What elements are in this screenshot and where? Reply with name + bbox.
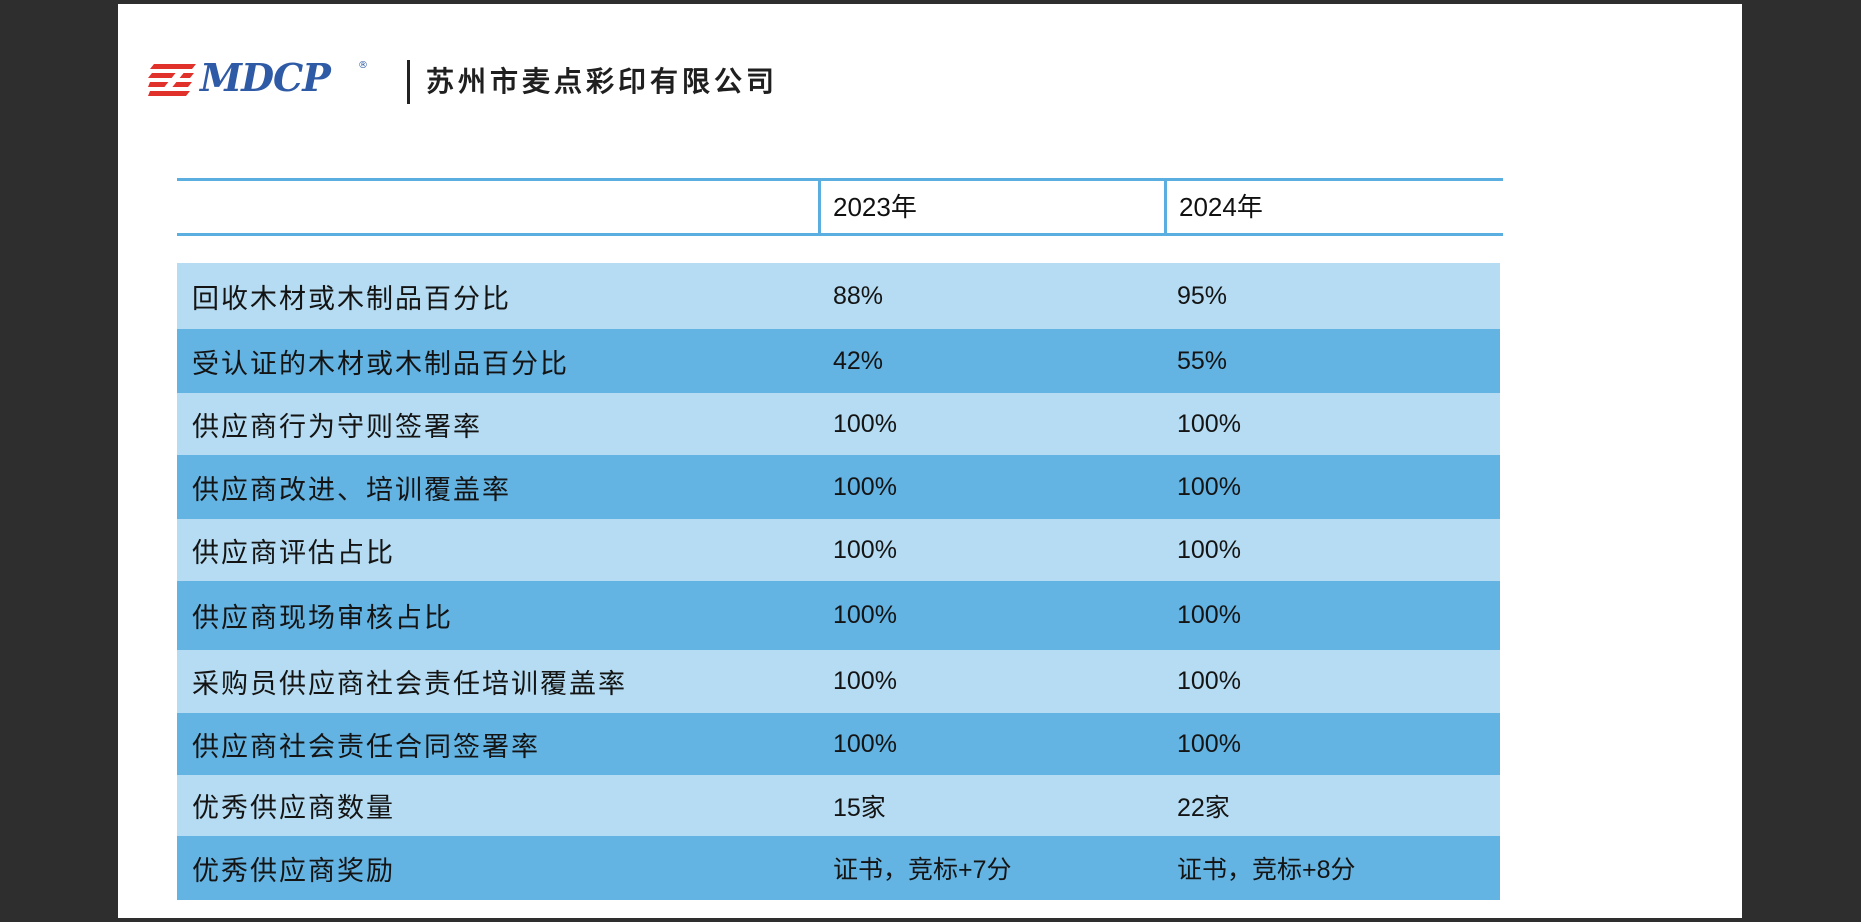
- logo-wordmark: MDCP: [200, 55, 331, 100]
- value-2024: 55%: [1177, 346, 1228, 375]
- company-name: 苏州市麦点彩印有限公司: [426, 65, 779, 98]
- value-2023: 100%: [833, 535, 897, 564]
- header-divider: [407, 60, 410, 104]
- value-2024: 100%: [1177, 472, 1241, 501]
- row-label: 优秀供应商数量: [192, 793, 395, 824]
- registered-mark: ®: [358, 60, 368, 71]
- value-2024: 100%: [1177, 667, 1241, 695]
- value-2024: 100%: [1177, 535, 1241, 564]
- table-row: 供应商评估占比 100% 100%: [177, 519, 1500, 581]
- row-label: 受认证的木材或木制品百分比: [192, 348, 569, 380]
- row-label: 供应商行为守则签署率: [192, 411, 482, 443]
- table-header: 2023年 2024年: [177, 178, 1503, 236]
- row-label: 供应商改进、培训覆盖率: [192, 474, 511, 506]
- row-label: 回收木材或木制品百分比: [192, 283, 511, 315]
- table-row: 优秀供应商奖励 证书，竞标+7分 证书，竞标+8分: [177, 836, 1500, 900]
- table-row: 供应商改进、培训覆盖率 100% 100%: [177, 455, 1500, 519]
- value-2023: 88%: [833, 281, 884, 310]
- value-2023: 100%: [833, 472, 897, 501]
- value-2023: 100%: [833, 409, 897, 438]
- row-label: 优秀供应商奖励: [192, 855, 395, 887]
- document-header: MDCP ® 苏州市麦点彩印有限公司: [148, 52, 948, 112]
- row-label: 供应商社会责任合同签署率: [192, 731, 540, 763]
- table-row: 优秀供应商数量 15家 22家: [177, 775, 1500, 836]
- value-2024: 100%: [1177, 601, 1241, 629]
- table-row: 供应商现场审核占比 100% 100%: [177, 581, 1500, 650]
- value-2023: 100%: [833, 729, 897, 758]
- value-2023: 42%: [833, 346, 884, 375]
- value-2023: 100%: [833, 667, 897, 695]
- column-header-2024: 2024年: [1164, 181, 1503, 233]
- logo-mark-icon: [148, 64, 196, 96]
- value-2024: 95%: [1177, 281, 1228, 310]
- table-row: 供应商行为守则签署率 100% 100%: [177, 393, 1500, 455]
- value-2023: 证书，竞标+7分: [833, 856, 1012, 884]
- value-2024: 22家: [1177, 793, 1230, 822]
- row-label: 供应商现场审核占比: [192, 603, 453, 634]
- value-2024: 100%: [1177, 729, 1241, 758]
- value-2023: 15家: [833, 793, 886, 822]
- company-logo: MDCP ®: [148, 56, 370, 100]
- table-row: 回收木材或木制品百分比 88% 95%: [177, 263, 1500, 329]
- table-row: 采购员供应商社会责任培训覆盖率 100% 100%: [177, 650, 1500, 713]
- table-row: 供应商社会责任合同签署率 100% 100%: [177, 713, 1500, 775]
- table-row: 受认证的木材或木制品百分比 42% 55%: [177, 329, 1500, 393]
- value-2023: 100%: [833, 601, 897, 629]
- row-label: 供应商评估占比: [192, 537, 395, 569]
- column-header-2023: 2023年: [818, 181, 1165, 233]
- document-page: MDCP ® 苏州市麦点彩印有限公司 2023年 2024年 回收木材或木制品百…: [118, 4, 1742, 918]
- value-2024: 证书，竞标+8分: [1177, 856, 1356, 884]
- value-2024: 100%: [1177, 409, 1241, 438]
- row-label: 采购员供应商社会责任培训覆盖率: [192, 669, 627, 700]
- table-body: 回收木材或木制品百分比 88% 95% 受认证的木材或木制品百分比 42% 55…: [177, 263, 1500, 900]
